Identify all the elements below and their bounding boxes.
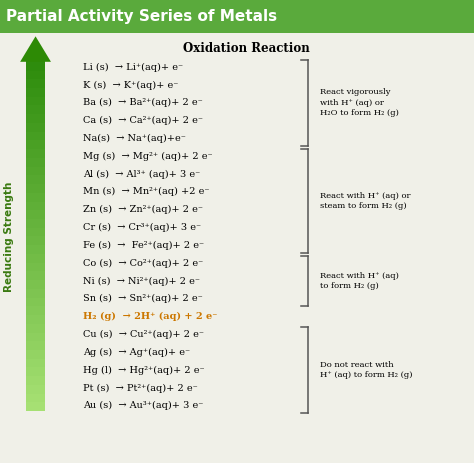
Bar	[26, 323, 45, 332]
Text: Ni (s)  → Ni²⁺(aq)+ 2 e⁻: Ni (s) → Ni²⁺(aq)+ 2 e⁻	[83, 276, 200, 286]
Bar	[26, 140, 45, 149]
Bar	[26, 123, 45, 131]
Text: Oxidation Reaction: Oxidation Reaction	[183, 42, 310, 55]
Polygon shape	[20, 36, 51, 62]
Text: React with H⁺ (aq)
to form H₂ (g): React with H⁺ (aq) to form H₂ (g)	[320, 272, 399, 290]
Bar	[26, 210, 45, 219]
Text: Ca (s)  → Ca²⁺(aq)+ 2 e⁻: Ca (s) → Ca²⁺(aq)+ 2 e⁻	[83, 116, 203, 125]
Bar	[26, 358, 45, 368]
Bar	[26, 149, 45, 158]
Bar	[26, 192, 45, 201]
Bar	[26, 157, 45, 167]
Text: Li (s)  → Li⁺(aq)+ e⁻: Li (s) → Li⁺(aq)+ e⁻	[83, 63, 183, 72]
Bar	[26, 402, 45, 411]
Text: Mg (s)  → Mg²⁺ (aq)+ 2 e⁻: Mg (s) → Mg²⁺ (aq)+ 2 e⁻	[83, 152, 212, 161]
Text: Cr (s)  → Cr³⁺(aq)+ 3 e⁻: Cr (s) → Cr³⁺(aq)+ 3 e⁻	[83, 223, 201, 232]
Bar	[26, 384, 45, 394]
Text: Partial Activity Series of Metals: Partial Activity Series of Metals	[6, 9, 277, 24]
Bar	[0, 0, 474, 33]
Text: Do not react with
H⁺ (aq) to form H₂ (g): Do not react with H⁺ (aq) to form H₂ (g)	[320, 361, 412, 379]
Bar	[26, 61, 45, 70]
Bar	[26, 105, 45, 114]
Bar	[26, 350, 45, 359]
Text: Hg (l)  → Hg²⁺(aq)+ 2 e⁻: Hg (l) → Hg²⁺(aq)+ 2 e⁻	[83, 366, 205, 375]
Bar	[26, 166, 45, 175]
Bar	[26, 227, 45, 237]
Text: Ba (s)  → Ba²⁺(aq)+ 2 e⁻: Ba (s) → Ba²⁺(aq)+ 2 e⁻	[83, 98, 203, 107]
Text: Sn (s)  → Sn²⁺(aq)+ 2 e⁻: Sn (s) → Sn²⁺(aq)+ 2 e⁻	[83, 294, 203, 303]
Bar	[26, 376, 45, 385]
Bar	[26, 236, 45, 245]
Bar	[26, 96, 45, 106]
Bar	[26, 245, 45, 254]
Text: React vigorously
with H⁺ (aq) or
H₂O to form H₂ (g): React vigorously with H⁺ (aq) or H₂O to …	[320, 88, 399, 117]
Bar	[26, 262, 45, 271]
Text: Ag (s)  → Ag⁺(aq)+ e⁻: Ag (s) → Ag⁺(aq)+ e⁻	[83, 348, 190, 357]
Bar	[26, 341, 45, 350]
Bar	[26, 253, 45, 263]
Text: Al (s)  → Al³⁺ (aq)+ 3 e⁻: Al (s) → Al³⁺ (aq)+ 3 e⁻	[83, 169, 200, 179]
Bar	[26, 367, 45, 376]
Text: Reducing Strength: Reducing Strength	[3, 181, 14, 292]
Text: K (s)  → K⁺(aq)+ e⁻: K (s) → K⁺(aq)+ e⁻	[83, 81, 178, 89]
Text: Mn (s)  → Mn²⁺(aq) +2 e⁻: Mn (s) → Mn²⁺(aq) +2 e⁻	[83, 188, 210, 196]
Bar	[26, 131, 45, 140]
Bar	[26, 306, 45, 315]
Bar	[26, 79, 45, 88]
Bar	[26, 280, 45, 289]
Text: Zn (s)  → Zn²⁺(aq)+ 2 e⁻: Zn (s) → Zn²⁺(aq)+ 2 e⁻	[83, 205, 203, 214]
Bar	[26, 175, 45, 184]
Bar	[26, 393, 45, 402]
Bar	[26, 297, 45, 307]
Bar	[26, 114, 45, 123]
Bar	[26, 184, 45, 193]
Text: React with H⁺ (aq) or
steam to form H₂ (g): React with H⁺ (aq) or steam to form H₂ (…	[320, 192, 410, 210]
Bar	[26, 271, 45, 280]
Text: Na(s)  → Na⁺(aq)+e⁻: Na(s) → Na⁺(aq)+e⁻	[83, 134, 186, 143]
Bar	[26, 201, 45, 210]
Text: Fe (s)  →  Fe²⁺(aq)+ 2 e⁻: Fe (s) → Fe²⁺(aq)+ 2 e⁻	[83, 241, 204, 250]
Text: Pt (s)  → Pt²⁺(aq)+ 2 e⁻: Pt (s) → Pt²⁺(aq)+ 2 e⁻	[83, 383, 198, 393]
Bar	[26, 219, 45, 228]
Bar	[26, 332, 45, 341]
Text: H₂ (g)  → 2H⁺ (aq) + 2 e⁻: H₂ (g) → 2H⁺ (aq) + 2 e⁻	[83, 312, 217, 321]
Bar	[26, 288, 45, 298]
Text: Au (s)  → Au³⁺(aq)+ 3 e⁻: Au (s) → Au³⁺(aq)+ 3 e⁻	[83, 401, 203, 410]
Bar	[26, 88, 45, 97]
Text: Co (s)  → Co²⁺(aq)+ 2 e⁻: Co (s) → Co²⁺(aq)+ 2 e⁻	[83, 259, 203, 268]
Bar	[26, 70, 45, 79]
Text: Cu (s)  → Cu²⁺(aq)+ 2 e⁻: Cu (s) → Cu²⁺(aq)+ 2 e⁻	[83, 330, 204, 339]
Bar	[26, 315, 45, 324]
